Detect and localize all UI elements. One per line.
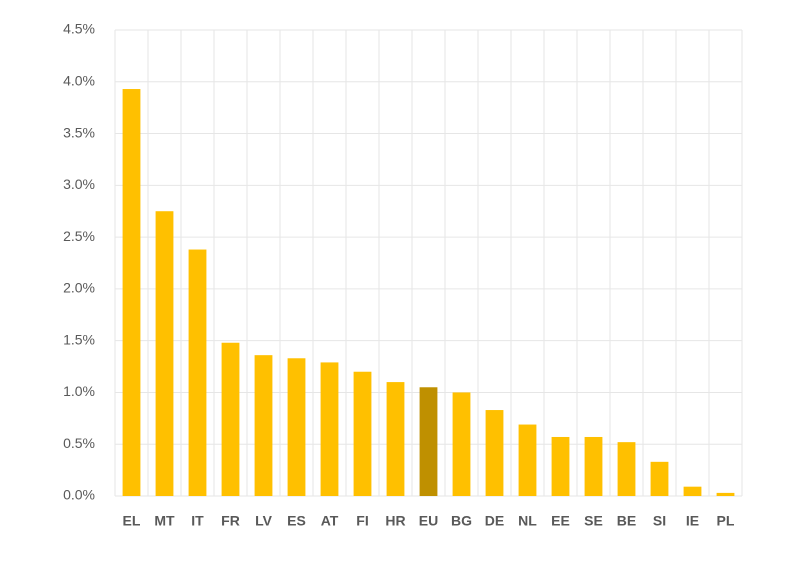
x-tick-label: MT xyxy=(154,513,175,529)
x-tick-label: IT xyxy=(191,513,204,529)
bar xyxy=(353,371,372,496)
bar xyxy=(221,342,240,496)
x-tick-label: AT xyxy=(321,513,339,529)
x-tick-label: ES xyxy=(287,513,306,529)
x-tick-label: EU xyxy=(419,513,438,529)
y-tick-label: 2.0% xyxy=(63,280,95,296)
bar xyxy=(485,410,504,496)
x-tick-label: BE xyxy=(617,513,636,529)
bar xyxy=(518,424,537,496)
bar xyxy=(551,436,570,496)
y-tick-label: 2.5% xyxy=(63,228,95,244)
x-tick-label: LV xyxy=(255,513,273,529)
x-tick-label: SI xyxy=(653,513,666,529)
bar xyxy=(452,392,471,496)
x-tick-label: EE xyxy=(551,513,570,529)
y-tick-label: 4.5% xyxy=(63,21,95,37)
x-tick-label: PL xyxy=(717,513,735,529)
x-tick-label: DE xyxy=(485,513,504,529)
y-tick-label: 0.5% xyxy=(63,435,95,451)
y-tick-label: 4.0% xyxy=(63,72,95,88)
bar xyxy=(122,89,141,496)
y-tick-label: 1.5% xyxy=(63,331,95,347)
bar xyxy=(386,382,405,496)
bar xyxy=(155,211,174,496)
bar xyxy=(650,461,669,496)
y-tick-label: 3.5% xyxy=(63,124,95,140)
x-tick-label: SE xyxy=(584,513,603,529)
x-tick-label: NL xyxy=(518,513,537,529)
bar xyxy=(419,387,438,496)
x-tick-label: IE xyxy=(686,513,699,529)
y-tick-label: 3.0% xyxy=(63,176,95,192)
bar xyxy=(584,436,603,496)
bar xyxy=(617,442,636,496)
bar xyxy=(683,486,702,496)
x-tick-label: EL xyxy=(123,513,141,529)
x-tick-label: FI xyxy=(356,513,368,529)
bar xyxy=(320,362,339,496)
x-tick-label: BG xyxy=(451,513,472,529)
y-tick-label: 1.0% xyxy=(63,383,95,399)
bar xyxy=(287,358,306,496)
bar xyxy=(254,355,273,496)
x-tick-label: HR xyxy=(385,513,405,529)
x-tick-label: FR xyxy=(221,513,240,529)
bar xyxy=(716,492,735,496)
bar xyxy=(188,249,207,496)
y-tick-label: 0.0% xyxy=(63,487,95,503)
